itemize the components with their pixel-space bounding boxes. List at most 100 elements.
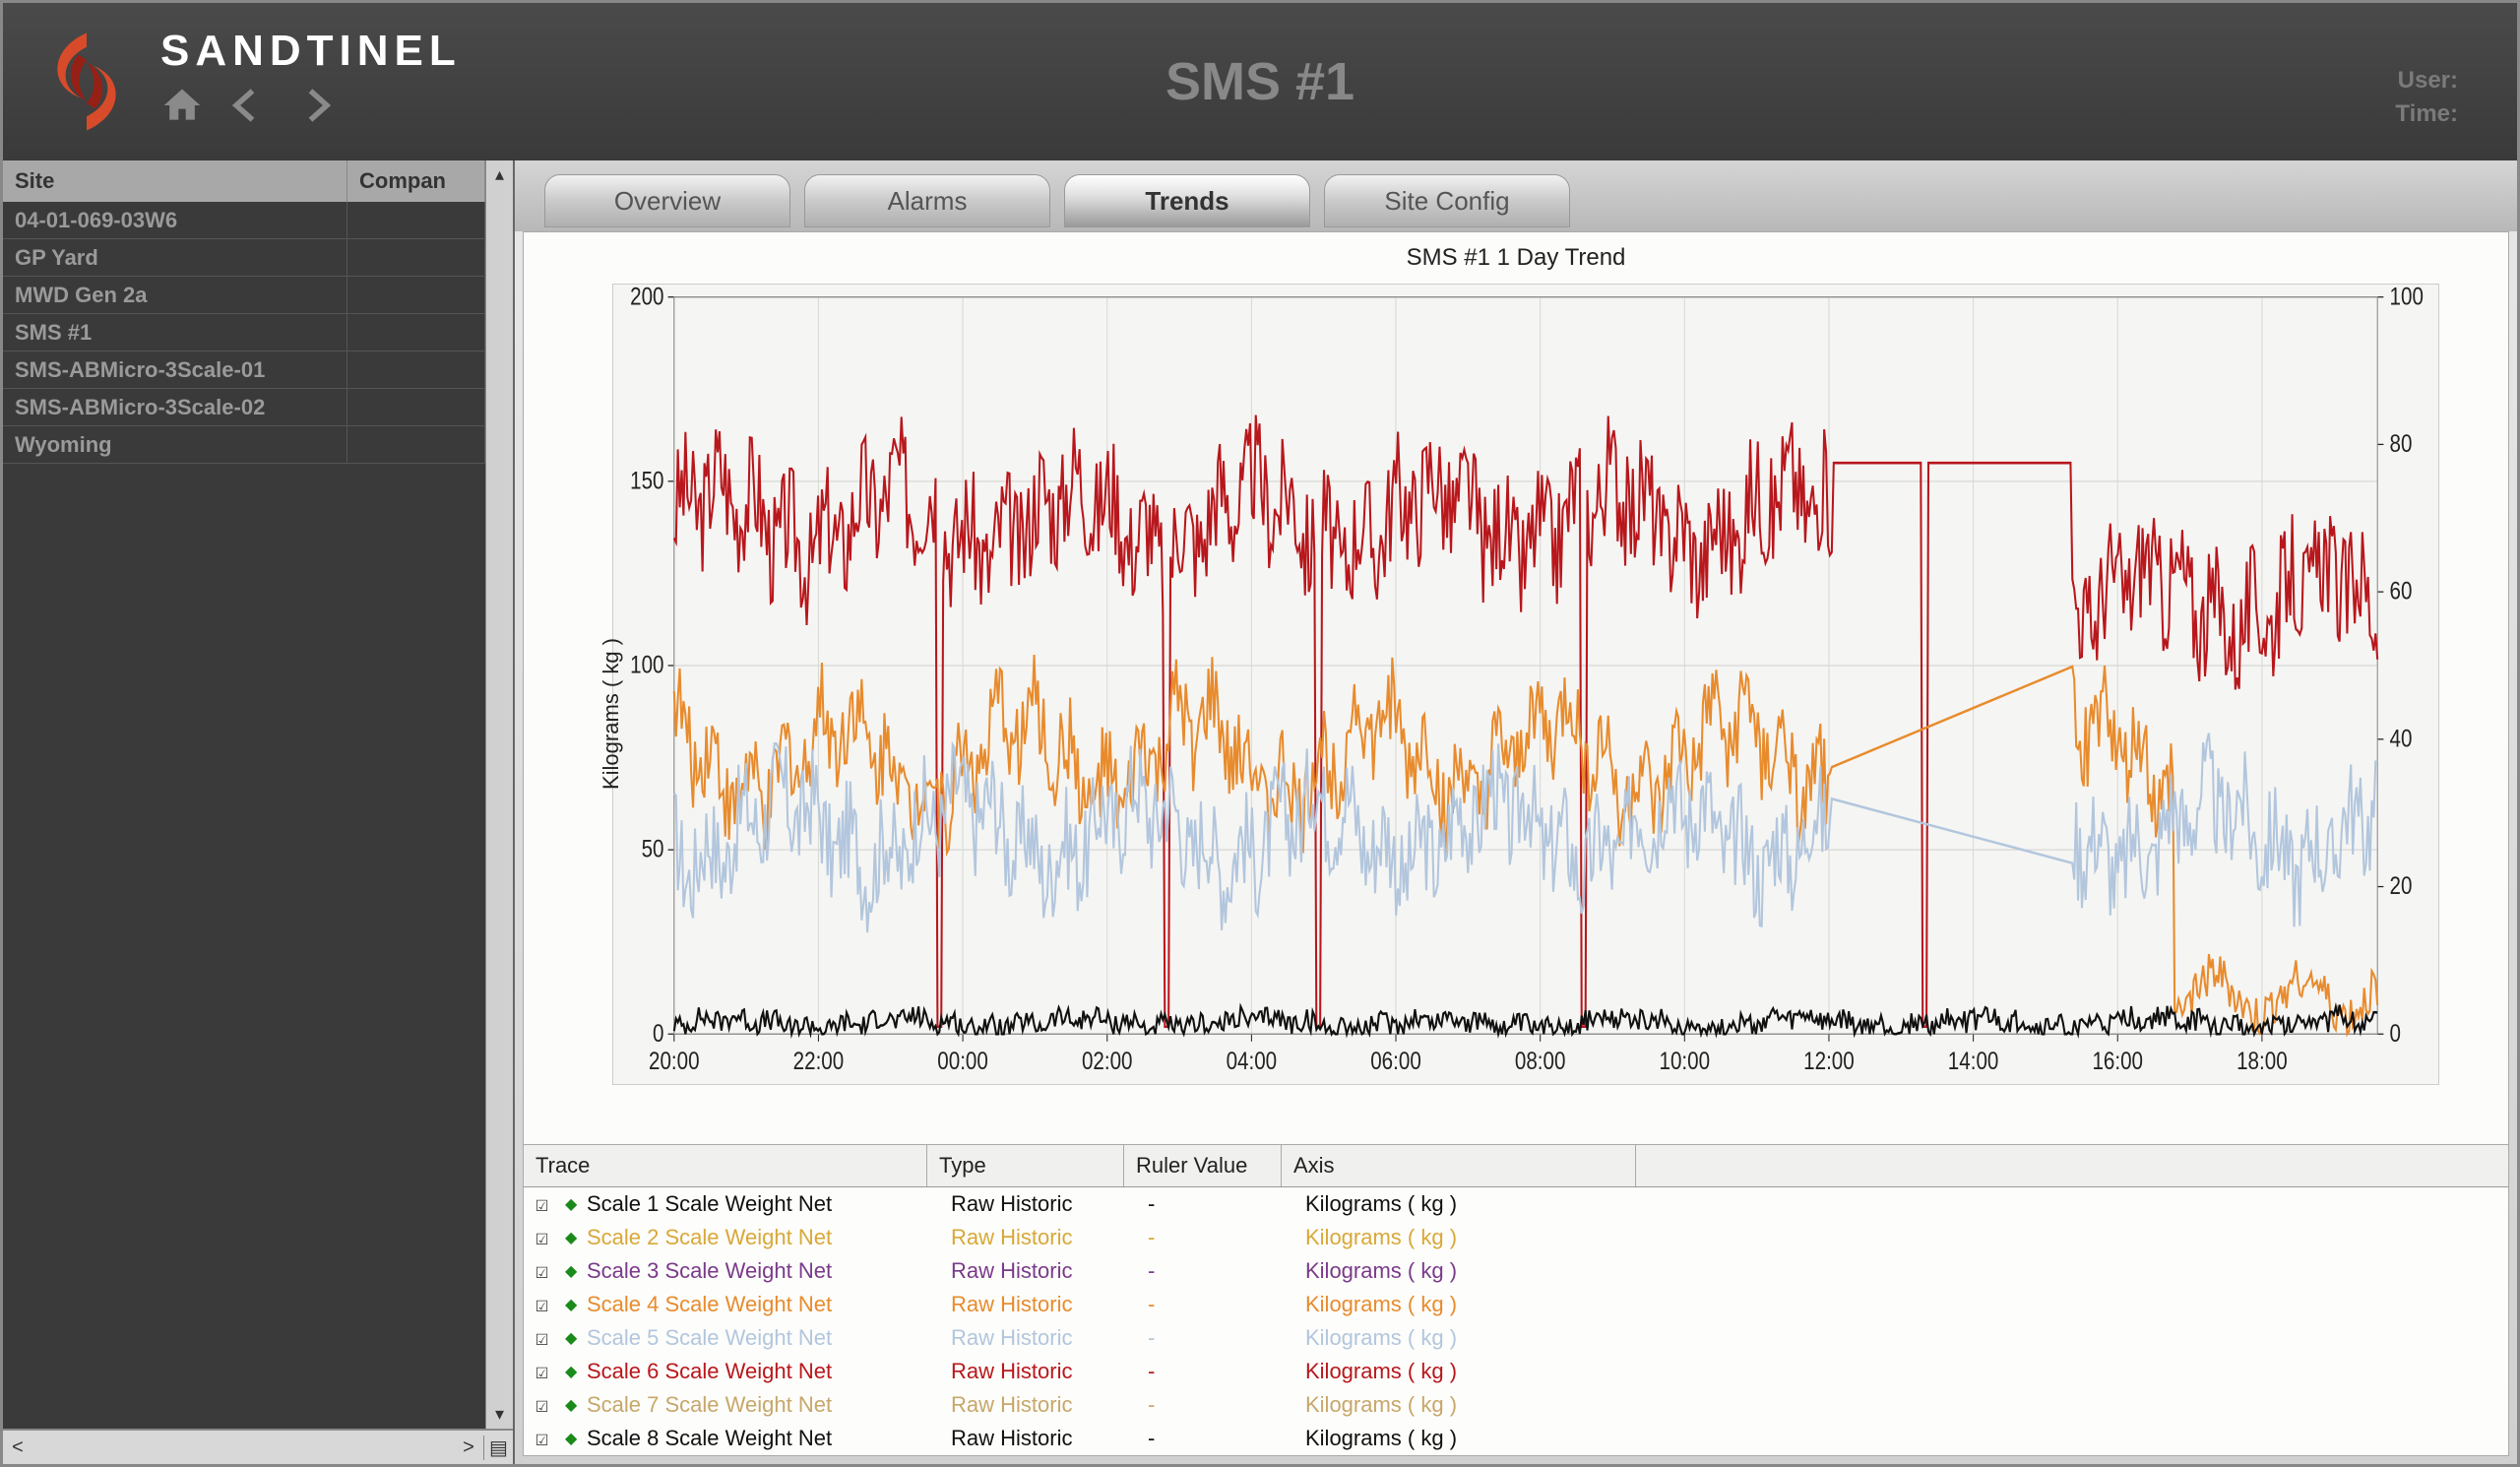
sidebar-row[interactable]: MWD Gen 2a <box>3 277 485 314</box>
trace-row[interactable]: ☑ ◆ Scale 2 Scale Weight Net Raw Histori… <box>524 1221 2508 1254</box>
trace-checkbox[interactable]: ☑ <box>536 1192 565 1217</box>
trace-axis: Kilograms ( kg ) <box>1305 1325 2496 1351</box>
sidebar: Site Compan 04-01-069-03W6 GP Yard MWD G… <box>3 160 515 1464</box>
sidebar-header: Site Compan <box>3 160 485 202</box>
scroll-right-icon[interactable]: > <box>454 1436 483 1459</box>
trace-checkbox[interactable]: ☑ <box>536 1226 565 1250</box>
logo-icon <box>32 28 141 136</box>
svg-text:06:00: 06:00 <box>1370 1047 1421 1075</box>
trace-dot-icon: ◆ <box>565 1261 587 1281</box>
svg-text:22:00: 22:00 <box>793 1047 845 1075</box>
trace-ruler: - <box>1148 1225 1305 1250</box>
sidebar-row[interactable]: SMS-ABMicro-3Scale-01 <box>3 351 485 389</box>
sidebar-row[interactable]: SMS #1 <box>3 314 485 351</box>
hscrollbar[interactable]: < > ▤ <box>3 1429 513 1464</box>
company-cell <box>347 202 485 238</box>
company-cell <box>347 351 485 388</box>
scroll-up-icon[interactable]: ▴ <box>495 164 504 185</box>
trace-axis: Kilograms ( kg ) <box>1305 1225 2496 1250</box>
trend-chart[interactable]: 05010015020002040608010020:0022:0000:000… <box>612 284 2439 1085</box>
tab-alarms[interactable]: Alarms <box>804 174 1050 227</box>
trace-ruler: - <box>1148 1292 1305 1317</box>
company-cell <box>347 389 485 425</box>
trace-axis: Kilograms ( kg ) <box>1305 1392 2496 1418</box>
site-cell: 04-01-069-03W6 <box>3 202 347 238</box>
trace-name: Scale 7 Scale Weight Net <box>587 1392 951 1418</box>
svg-text:00:00: 00:00 <box>937 1047 988 1075</box>
trace-type: Raw Historic <box>951 1392 1148 1418</box>
forward-icon[interactable] <box>290 84 342 138</box>
svg-text:20: 20 <box>2390 871 2413 900</box>
trace-row[interactable]: ☑ ◆ Scale 3 Scale Weight Net Raw Histori… <box>524 1254 2508 1288</box>
trace-dot-icon: ◆ <box>565 1295 587 1314</box>
sidebar-row[interactable]: SMS-ABMicro-3Scale-02 <box>3 389 485 426</box>
chart-title: SMS #1 1 Day Trend <box>524 232 2508 284</box>
vscrollbar[interactable]: ▴ ▾ <box>485 160 513 1429</box>
svg-text:18:00: 18:00 <box>2236 1047 2288 1075</box>
trace-axis: Kilograms ( kg ) <box>1305 1292 2496 1317</box>
trace-row[interactable]: ☑ ◆ Scale 1 Scale Weight Net Raw Histori… <box>524 1187 2508 1221</box>
tab-site-config[interactable]: Site Config <box>1324 174 1570 227</box>
svg-text:04:00: 04:00 <box>1227 1047 1278 1075</box>
trace-checkbox[interactable]: ☑ <box>536 1427 565 1451</box>
sidebar-col-company[interactable]: Compan <box>347 160 485 202</box>
trace-row[interactable]: ☑ ◆ Scale 6 Scale Weight Net Raw Histori… <box>524 1355 2508 1388</box>
chart-wrap: Kilograms ( kg ) 05010015020002040608010… <box>524 284 2508 1144</box>
tab-overview[interactable]: Overview <box>544 174 790 227</box>
svg-text:14:00: 14:00 <box>1948 1047 1999 1075</box>
trace-type: Raw Historic <box>951 1292 1148 1317</box>
svg-text:12:00: 12:00 <box>1803 1047 1855 1075</box>
company-cell <box>347 277 485 313</box>
svg-text:50: 50 <box>642 835 664 863</box>
scroll-down-icon[interactable]: ▾ <box>495 1404 504 1425</box>
svg-text:40: 40 <box>2390 724 2413 752</box>
sidebar-row[interactable]: 04-01-069-03W6 <box>3 202 485 239</box>
tabs: Overview Alarms Trends Site Config <box>515 160 2517 231</box>
company-cell <box>347 426 485 463</box>
scroll-left-icon[interactable]: < <box>3 1436 32 1459</box>
trace-ruler: - <box>1148 1359 1305 1384</box>
svg-text:0: 0 <box>2390 1019 2401 1048</box>
trace-type: Raw Historic <box>951 1359 1148 1384</box>
svg-text:20:00: 20:00 <box>649 1047 700 1075</box>
main-panel: Overview Alarms Trends Site Config SMS #1 1… <box>515 160 2517 1464</box>
chart-area: SMS #1 1 Day Trend Kilograms ( kg ) 0 50 1… <box>523 231 2509 1456</box>
company-cell <box>347 239 485 276</box>
svg-text:200: 200 <box>630 284 663 310</box>
trace-name: Scale 5 Scale Weight Net <box>587 1325 951 1351</box>
sidebar-rows: 04-01-069-03W6 GP Yard MWD Gen 2a SMS #1… <box>3 202 485 1429</box>
trace-checkbox[interactable]: ☑ <box>536 1259 565 1284</box>
body: Site Compan 04-01-069-03W6 GP Yard MWD G… <box>3 160 2517 1464</box>
trace-ruler: - <box>1148 1392 1305 1418</box>
trace-checkbox[interactable]: ☑ <box>536 1326 565 1351</box>
logo-text-block: SANDTINEL <box>160 27 462 138</box>
trace-axis: Kilograms ( kg ) <box>1305 1359 2496 1384</box>
trace-row[interactable]: ☑ ◆ Scale 8 Scale Weight Net Raw Histori… <box>524 1422 2508 1455</box>
trace-row[interactable]: ☑ ◆ Scale 7 Scale Weight Net Raw Histori… <box>524 1388 2508 1422</box>
th-trace[interactable]: Trace <box>524 1145 927 1186</box>
trace-row[interactable]: ☑ ◆ Scale 4 Scale Weight Net Raw Histori… <box>524 1288 2508 1321</box>
svg-text:100: 100 <box>630 651 663 679</box>
sidebar-row[interactable]: Wyoming <box>3 426 485 464</box>
trace-checkbox[interactable]: ☑ <box>536 1393 565 1418</box>
trace-dot-icon: ◆ <box>565 1362 587 1381</box>
th-axis[interactable]: Axis <box>1282 1145 1636 1186</box>
th-type[interactable]: Type <box>927 1145 1124 1186</box>
sidebar-col-site[interactable]: Site <box>3 160 347 202</box>
list-options-icon[interactable]: ▤ <box>483 1435 513 1460</box>
trace-type: Raw Historic <box>951 1191 1148 1217</box>
trace-checkbox[interactable]: ☑ <box>536 1293 565 1317</box>
sidebar-row[interactable]: GP Yard <box>3 239 485 277</box>
home-icon[interactable] <box>160 84 204 138</box>
svg-text:08:00: 08:00 <box>1515 1047 1566 1075</box>
trace-ruler: - <box>1148 1191 1305 1217</box>
th-ruler[interactable]: Ruler Value <box>1124 1145 1282 1186</box>
trace-row[interactable]: ☑ ◆ Scale 5 Scale Weight Net Raw Histori… <box>524 1321 2508 1355</box>
tab-trends[interactable]: Trends <box>1064 174 1310 227</box>
user-label: User: <box>2395 67 2458 95</box>
back-icon[interactable] <box>221 84 273 138</box>
trace-checkbox[interactable]: ☑ <box>536 1360 565 1384</box>
site-cell: MWD Gen 2a <box>3 277 347 313</box>
trace-name: Scale 1 Scale Weight Net <box>587 1191 951 1217</box>
trace-ruler: - <box>1148 1325 1305 1351</box>
